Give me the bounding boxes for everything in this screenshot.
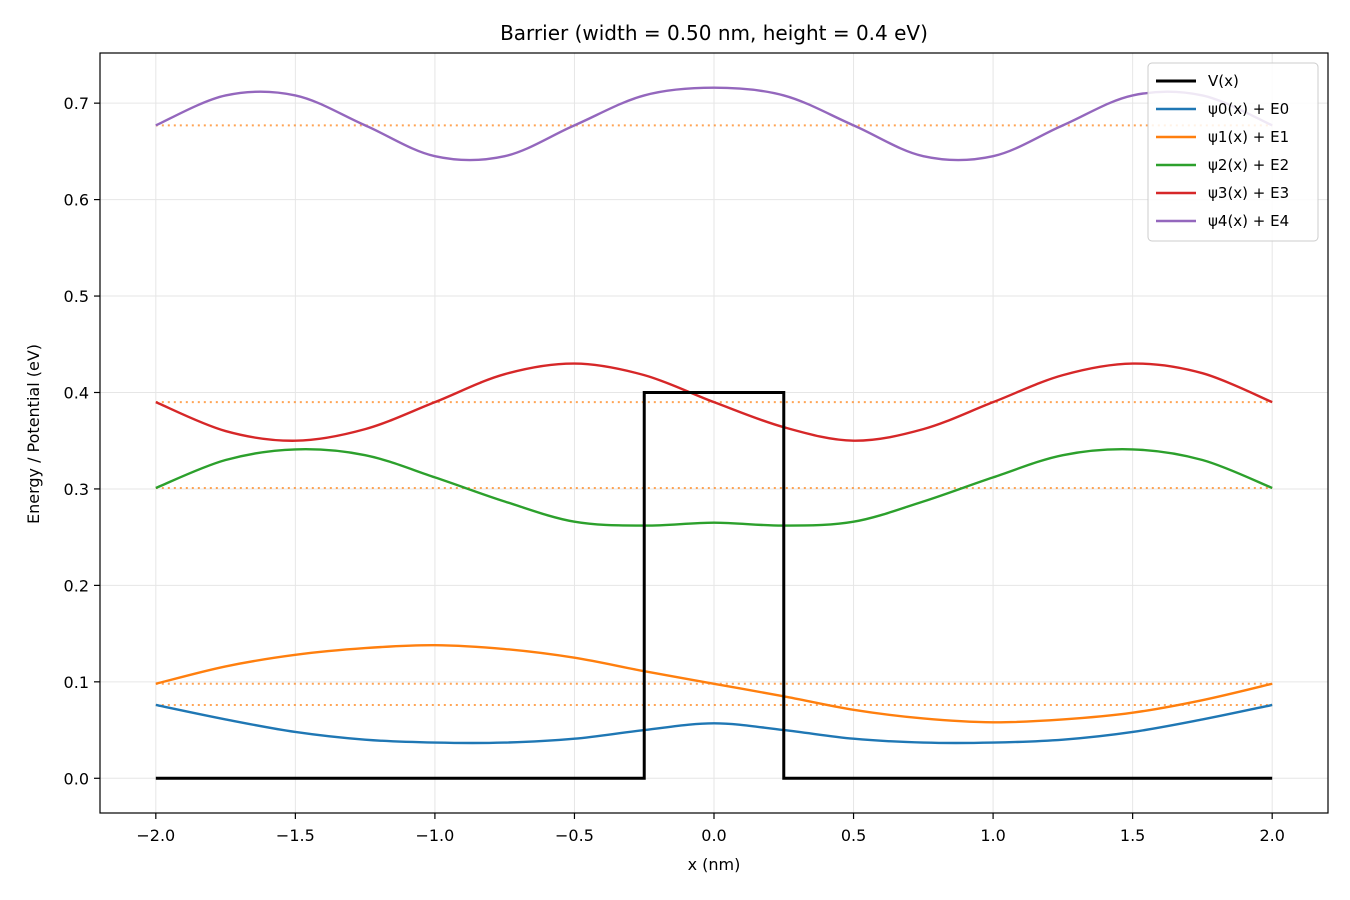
series-line-psi4: [155, 86, 1273, 162]
x-tick-label: 0.5: [841, 826, 866, 845]
potential-line: [155, 390, 1273, 780]
y-tick-label: 0.3: [64, 480, 89, 499]
legend-label: V(x): [1208, 72, 1239, 90]
legend-label: ψ0(x) + E0: [1208, 100, 1289, 118]
series-line-psi3: [155, 362, 1273, 442]
x-tick-label: 0.0: [701, 826, 726, 845]
y-tick-label: 0.0: [64, 769, 89, 788]
x-tick-label: −1.0: [415, 826, 454, 845]
chart-title: Barrier (width = 0.50 nm, height = 0.4 e…: [500, 21, 928, 45]
legend-label: ψ2(x) + E2: [1208, 156, 1289, 174]
legend-label: ψ1(x) + E1: [1208, 128, 1289, 146]
y-axis-ticks: 0.0 0.1 0.2 0.3 0.4 0.5 0.6 0.7: [64, 94, 100, 788]
x-tick-label: −0.5: [555, 826, 594, 845]
y-tick-label: 0.4: [64, 383, 89, 402]
x-tick-label: 2.0: [1259, 826, 1284, 845]
series-group: [155, 86, 1273, 745]
x-tick-label: 1.0: [980, 826, 1005, 845]
legend-label: ψ4(x) + E4: [1208, 212, 1289, 230]
series-line-psi0: [155, 703, 1273, 745]
series-line-psi2: [155, 448, 1273, 527]
y-tick-label: 0.5: [64, 287, 89, 306]
y-tick-label: 0.7: [64, 94, 89, 113]
potential-group: [155, 390, 1273, 780]
legend-box: [1147, 62, 1319, 242]
series-line-psi1: [155, 643, 1273, 724]
legend: V(x) ψ0(x) + E0 ψ1(x) + E1 ψ2(x) + E2 ψ3(x) …: [1147, 62, 1319, 242]
x-tick-label: −2.0: [136, 826, 175, 845]
x-tick-label: −1.5: [276, 826, 315, 845]
y-axis-label: Energy / Potential (eV): [24, 344, 43, 524]
y-tick-label: 0.6: [64, 191, 89, 210]
x-axis-ticks: −2.0 −1.5 −1.0 −0.5 0.0 0.5 1.0 1.5 2.0: [136, 813, 1285, 845]
y-tick-label: 0.2: [64, 576, 89, 595]
x-axis-label: x (nm): [688, 855, 741, 874]
legend-label: ψ3(x) + E3: [1208, 184, 1289, 202]
x-tick-label: 1.5: [1120, 826, 1145, 845]
y-tick-label: 0.1: [64, 673, 89, 692]
